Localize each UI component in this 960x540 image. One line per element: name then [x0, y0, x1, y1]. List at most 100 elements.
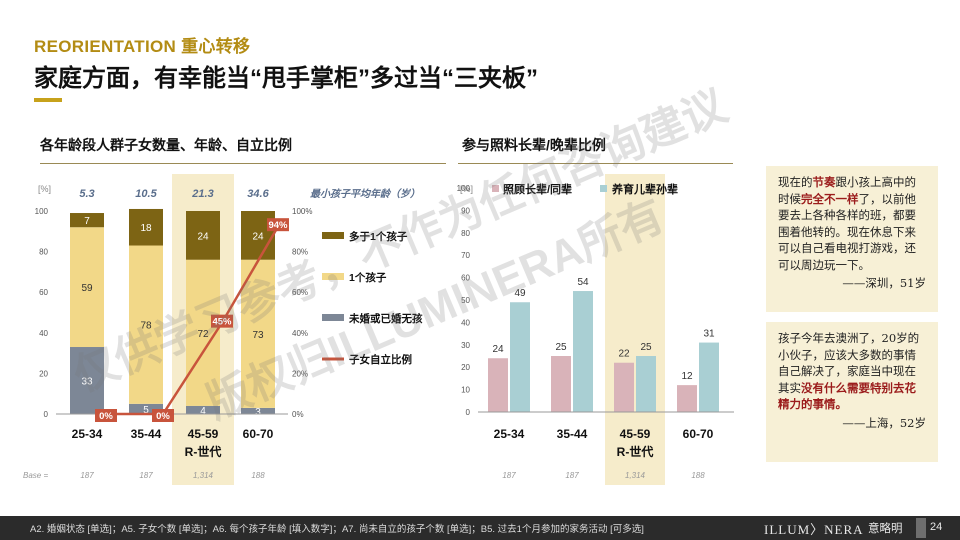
- base-size: 1,314: [193, 471, 214, 480]
- bar-data-label: 24: [492, 344, 504, 355]
- right-y-tick: 70: [461, 251, 470, 260]
- stacked-bar-segment: [186, 211, 220, 260]
- legend-swatch: [600, 185, 607, 192]
- footer-question-note: A2. 婚姻状态 [单选]；A5. 子女个数 [单选]；A6. 每个孩子年龄 […: [30, 524, 644, 535]
- bar-data-label: 59: [81, 283, 93, 294]
- quote-text: 孩子今年去澳洲了，20岁的小伙子，应该大多数的事情自己解决了，家庭当中现在其实没…: [778, 330, 926, 413]
- left-y2-tick: 60%: [292, 288, 308, 297]
- quote-highlight: 没有什么需要特别去花精力的事情。: [778, 380, 916, 412]
- avg-youngest-child-age: 10.5: [135, 188, 157, 200]
- bar-data-label: 3: [255, 407, 261, 418]
- right-chart-title: 参与照料长辈/晚辈比例: [462, 137, 606, 153]
- legend-swatch: [492, 185, 499, 192]
- right-y-tick: 30: [461, 341, 470, 350]
- independence-label: 94%: [268, 220, 288, 231]
- right-y-tick: 80: [461, 229, 470, 238]
- title-underline: [34, 98, 62, 102]
- legend-label: 养育儿辈孙辈: [611, 182, 678, 196]
- left-y2-tick: 80%: [292, 248, 308, 257]
- left-y-tick: 20: [39, 369, 48, 378]
- left-chart-title: 各年龄段人群子女数量、年龄、自立比例: [40, 137, 292, 153]
- left-y-tick: 80: [39, 248, 48, 257]
- independence-marker: [211, 314, 233, 328]
- stacked-bar-segment: [241, 407, 275, 414]
- bar-data-label: 7: [84, 216, 90, 227]
- legend-swatch: [322, 232, 344, 239]
- bar-data-label: 22: [618, 349, 630, 360]
- independence-label: 45%: [212, 317, 232, 328]
- grouped-bar: [551, 356, 571, 412]
- x-category-sublabel: R-世代: [617, 444, 654, 459]
- x-category-label: 35-44: [131, 427, 162, 441]
- left-y-tick: 60: [39, 288, 48, 297]
- slide-title: 家庭方面，有幸能当“甩手掌柜”多过当“三夹板”: [34, 65, 538, 92]
- left-y-tick: 40: [39, 329, 48, 338]
- stacked-bar-segment: [241, 259, 275, 408]
- grouped-bar: [573, 291, 593, 412]
- stacked-bar-segment: [129, 208, 163, 246]
- bar-data-label: 4: [200, 406, 206, 417]
- stacked-bar-segment: [186, 405, 220, 414]
- quote-highlight: 节奏: [812, 175, 836, 189]
- right-title-divider: [458, 163, 733, 164]
- quote-highlight: 完全不一样: [801, 191, 859, 206]
- bar-data-label: 18: [140, 223, 152, 234]
- grouped-bar: [510, 302, 530, 412]
- base-label: Base =: [23, 471, 48, 480]
- footer-separator: [916, 518, 926, 538]
- x-category-label: 45-59: [620, 427, 651, 441]
- quote-card-shenzhen: 现在的节奏跟小孩上高中的时候完全不一样了，以前他要去上各种各样的班，都要围着他转…: [766, 166, 938, 312]
- highlight-band-r-generation: [605, 174, 665, 485]
- quote-segment: 了，以前他要去上各种各样的班，都要围着他转的。现在休息下来可以自己看电视打游戏，…: [778, 191, 916, 272]
- brand-logo-cn: 意略明: [868, 523, 903, 535]
- footer-bar: [0, 516, 960, 540]
- stacked-bar-segment: [70, 227, 104, 348]
- left-y-unit: [%]: [38, 184, 51, 194]
- quote-segment: 跟小孩上高中的时候: [778, 175, 916, 206]
- legend-label: 子女自立比例: [349, 353, 412, 366]
- right-y-tick: 100: [457, 184, 471, 193]
- bar-data-label: 25: [555, 342, 567, 353]
- bar-data-label: 54: [577, 277, 589, 288]
- stacked-bar-segment: [70, 213, 104, 228]
- right-y-tick: 0: [466, 408, 471, 417]
- right-y-tick: 10: [461, 386, 470, 395]
- bar-data-label: 12: [681, 371, 693, 382]
- legend-swatch: [322, 273, 344, 280]
- left-y2-tick: 20%: [292, 369, 308, 378]
- bar-data-label: 72: [197, 329, 209, 340]
- bar-data-label: 5: [143, 405, 149, 416]
- stacked-bar-segment: [129, 245, 163, 404]
- independence-marker: [152, 409, 174, 422]
- right-y-unit: [%]: [460, 184, 473, 194]
- right-y-tick: 60: [461, 274, 470, 283]
- quote-segment: 现在的: [778, 175, 813, 189]
- base-size: 187: [565, 471, 579, 480]
- grouped-bar: [677, 385, 697, 412]
- legend-swatch: [322, 314, 344, 321]
- base-size: 1,314: [625, 471, 646, 480]
- left-y2-tick: 0%: [292, 410, 304, 419]
- independence-marker: [267, 218, 289, 232]
- x-category-label: 25-34: [494, 427, 525, 441]
- left-y-tick: 100: [35, 207, 49, 216]
- grouped-bar: [488, 358, 508, 412]
- bar-data-label: 73: [252, 330, 264, 341]
- base-size: 187: [502, 471, 516, 480]
- page-number: 24: [930, 521, 943, 533]
- grouped-bar: [636, 356, 656, 412]
- left-y2-tick: 100%: [292, 207, 312, 216]
- x-category-label: 60-70: [243, 427, 274, 441]
- independence-line: [106, 222, 282, 416]
- x-category-label: 60-70: [683, 427, 714, 441]
- avg-youngest-child-age: 34.6: [247, 188, 269, 200]
- section-kicker: REORIENTATION 重心转移: [34, 37, 251, 56]
- stacked-bar-segment: [70, 347, 104, 414]
- right-y-tick: 40: [461, 318, 470, 327]
- bar-data-label: 25: [640, 342, 652, 353]
- legend-label: 1个孩子: [349, 271, 387, 284]
- grouped-bar: [699, 342, 719, 412]
- quote-attribution: ——上海，52岁: [842, 415, 926, 430]
- base-size: 187: [80, 471, 94, 480]
